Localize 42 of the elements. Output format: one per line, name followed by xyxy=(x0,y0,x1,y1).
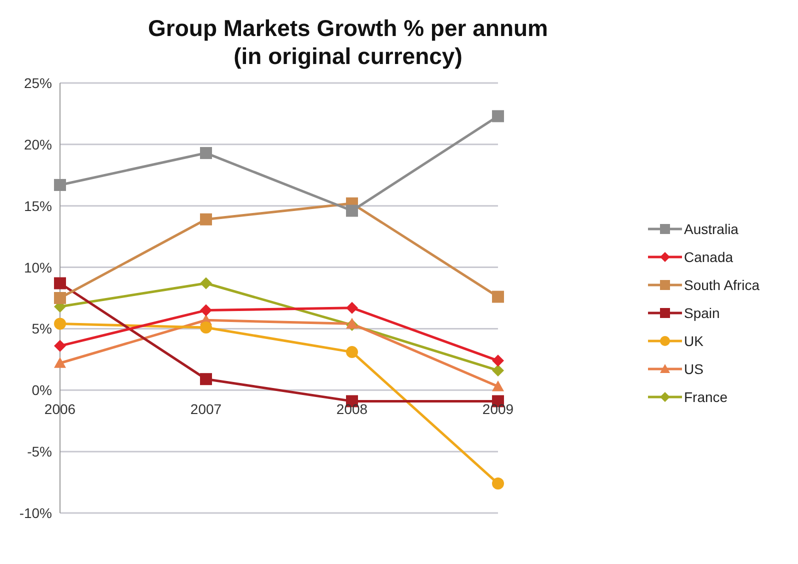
y-tick-label: 20% xyxy=(24,136,52,152)
y-tick-label: 10% xyxy=(24,259,52,276)
y-tick-label: 25% xyxy=(24,74,52,91)
point xyxy=(492,290,504,303)
y-tick-label: 0% xyxy=(32,382,52,398)
point xyxy=(200,213,212,226)
point xyxy=(54,292,66,304)
point xyxy=(54,178,66,191)
point xyxy=(54,357,66,368)
legend-label: Spain xyxy=(684,305,720,321)
point xyxy=(200,321,212,334)
point xyxy=(54,318,66,330)
legend-label: Australia xyxy=(684,221,738,237)
point xyxy=(200,304,212,316)
point xyxy=(492,354,504,367)
legend-label: US xyxy=(684,361,704,377)
legend-label: France xyxy=(684,389,728,405)
x-tick-label: 2006 xyxy=(44,401,76,418)
point xyxy=(200,147,212,160)
y-tick-label: -10% xyxy=(19,504,52,521)
chart-title: Group Markets Growth % per annum (in original currency) xyxy=(147,14,549,71)
x-tick-label: 2007 xyxy=(190,401,222,418)
point xyxy=(492,364,504,376)
point xyxy=(346,204,358,217)
y-tick-label: -5% xyxy=(27,444,52,460)
point xyxy=(492,110,504,122)
x-tick-label: 2008 xyxy=(336,401,368,418)
point xyxy=(492,478,504,490)
x-tick-label: 2009 xyxy=(482,401,514,418)
legend-label: Canada xyxy=(684,249,734,265)
point xyxy=(54,340,66,352)
point xyxy=(54,277,66,290)
point xyxy=(200,277,212,290)
legend-label: UK xyxy=(684,333,704,349)
point xyxy=(346,302,358,314)
legend-label: South Africa xyxy=(684,277,760,293)
y-tick-label: 5% xyxy=(32,320,52,337)
y-tick-label: 15% xyxy=(24,198,52,214)
point xyxy=(346,318,358,329)
point xyxy=(346,346,358,358)
point xyxy=(492,380,504,392)
point xyxy=(200,373,212,386)
